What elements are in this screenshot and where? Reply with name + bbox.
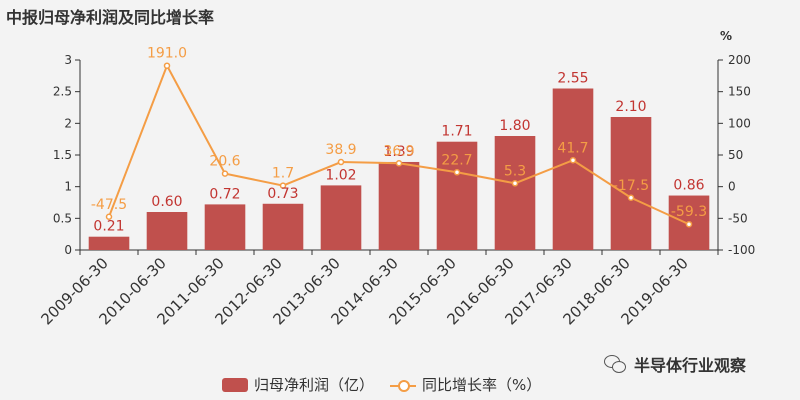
left-tick-label: 2.5: [53, 85, 72, 99]
bar: [320, 185, 362, 250]
line-data-label: 22.7: [441, 152, 472, 168]
right-tick-label: 150: [728, 85, 751, 99]
right-tick-label: -100: [728, 243, 755, 257]
legend-bar-swatch: [222, 377, 248, 392]
left-tick-label: 3: [64, 53, 72, 67]
legend[interactable]: 归母净利润（亿） 同比增长率（%）: [222, 374, 541, 395]
line-point: [337, 158, 345, 166]
left-tick-label: 1: [64, 180, 72, 194]
bar-data-label: 2.55: [557, 71, 588, 87]
right-tick-label: 0: [728, 180, 736, 194]
bar-data-label: 0.60: [151, 194, 182, 210]
left-tick-label: 1.5: [53, 148, 72, 162]
bar: [494, 136, 536, 250]
right-tick-label: -50: [728, 211, 748, 225]
line-data-label: 20.6: [209, 154, 240, 170]
left-tick-label: 2: [64, 116, 72, 130]
bar-data-label: 1.71: [441, 124, 472, 140]
watermark-text: 半导体行业观察: [634, 356, 747, 375]
right-tick-label: 200: [728, 53, 751, 67]
bar: [88, 236, 130, 250]
bar: [262, 203, 304, 250]
bar-data-label: 0.72: [209, 186, 240, 202]
left-tick-label: 0.5: [53, 211, 72, 225]
line-data-label: 1.7: [272, 166, 294, 182]
bar-data-label: 1.39: [383, 144, 414, 160]
line-point: [569, 157, 577, 164]
right-tick-label: 50: [728, 148, 743, 162]
bar-data-label: 0.86: [673, 178, 704, 194]
line-point: [511, 180, 519, 187]
line-data-label: -47.5: [91, 197, 127, 213]
legend-bar-label[interactable]: 归母净利润（亿）: [254, 376, 375, 394]
line-point: [279, 182, 287, 189]
legend-line-label[interactable]: 同比增长率（%）: [422, 376, 542, 394]
chart-title: 中报归母净利润及同比增长率: [6, 8, 215, 27]
wechat-icon: [604, 355, 626, 373]
bar-data-label: 0.73: [267, 186, 298, 202]
left-tick-label: 0: [64, 243, 72, 257]
bar-data-label: 0.21: [93, 219, 124, 235]
line-data-label: 38.9: [325, 142, 356, 158]
line-point: [453, 169, 461, 176]
right-axis-unit: %: [720, 29, 732, 43]
bar: [378, 161, 420, 250]
legend-line-swatch: [390, 378, 417, 392]
line-point: [685, 220, 693, 228]
watermark: 半导体行业观察: [604, 352, 746, 376]
bar-data-label: 1.02: [325, 167, 356, 183]
bar: [204, 204, 246, 250]
bar-data-label: 1.80: [499, 118, 530, 134]
line-data-label: 41.7: [557, 140, 588, 156]
right-tick-label: 100: [728, 116, 751, 130]
line-data-label: 191.0: [147, 46, 187, 62]
line-point: [105, 213, 113, 220]
line-point: [221, 170, 229, 177]
bar: [146, 212, 188, 250]
line-point: [395, 160, 403, 167]
bar-data-label: 2.10: [615, 99, 646, 115]
line-data-label: -17.5: [613, 178, 649, 194]
line-point: [627, 194, 635, 201]
bar: [610, 117, 652, 250]
line-data-label: 5.3: [504, 163, 526, 179]
bar: [436, 141, 478, 250]
line-point: [163, 62, 171, 69]
line-data-label: 36.9: [383, 143, 414, 159]
line-data-label: -59.3: [671, 204, 707, 220]
